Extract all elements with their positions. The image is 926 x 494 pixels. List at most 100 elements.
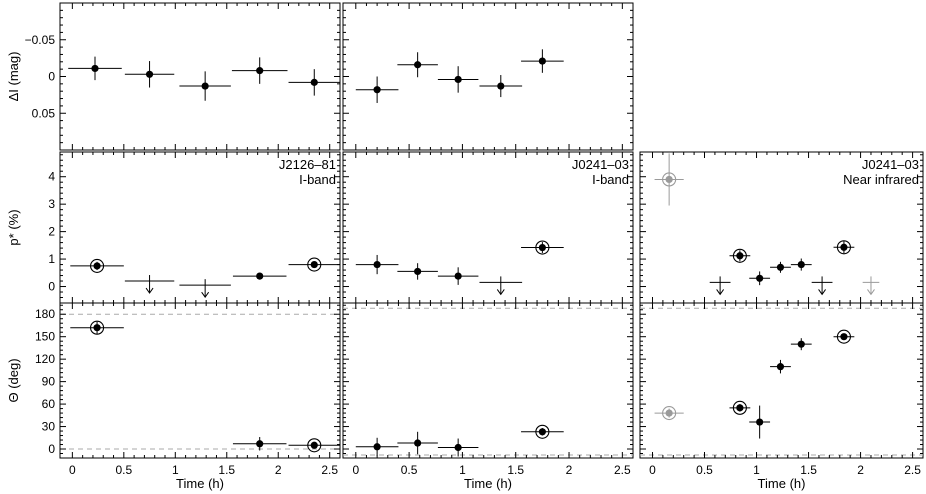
marker [373, 260, 381, 269]
data-point [862, 276, 880, 296]
data-point [397, 431, 438, 455]
x-tick-label: 1 [172, 463, 179, 477]
marker [665, 409, 673, 417]
y-tick-label: 60 [42, 397, 56, 411]
panel-th_J0241_I: 0 0.5 1 1.5 2 2.5 Time (h) [342, 302, 634, 491]
data-point [288, 257, 340, 272]
marker-ring [535, 424, 550, 439]
marker-ring [307, 257, 322, 272]
marker [310, 441, 318, 449]
data-point [479, 276, 523, 296]
data-point [232, 437, 287, 451]
data-point [479, 75, 523, 98]
data-point [790, 258, 812, 271]
x-tick-label: 0.5 [696, 463, 713, 477]
data-point [833, 329, 855, 344]
marker [454, 75, 462, 84]
axes-frame [59, 2, 341, 151]
axes-frame [342, 302, 634, 459]
data-point [729, 248, 751, 263]
data-point [770, 359, 791, 374]
data-point [770, 261, 791, 273]
y-axis-label: p* (%) [6, 209, 21, 245]
data-point [749, 271, 771, 286]
data-point [709, 276, 731, 296]
y-tick-label: 0 [48, 442, 55, 456]
data-point [437, 66, 479, 93]
x-tick-label: 0 [649, 463, 656, 477]
marker [776, 263, 785, 271]
y-tick-label: 2 [48, 225, 55, 239]
x-axis-label: Time (h) [176, 476, 224, 491]
data-point [521, 49, 564, 73]
axes-frame [342, 2, 634, 151]
y-tick-label: 4 [48, 170, 55, 184]
marker [756, 418, 764, 426]
marker [256, 272, 264, 280]
data-point [811, 276, 833, 296]
y-tick-label: 180 [35, 307, 55, 321]
marker [538, 243, 546, 252]
panel-th_J0241_NIR: 0 0.5 1 1.5 2 2.5 Time (h) [639, 302, 924, 491]
marker [91, 64, 99, 73]
data-point [70, 320, 124, 335]
panel-annotation: J0241–03 [862, 157, 919, 172]
marker [310, 78, 318, 86]
marker [454, 272, 462, 280]
x-tick-label: 2 [566, 463, 573, 477]
x-tick-label: 1 [753, 463, 760, 477]
y-tick-label: 3 [48, 197, 55, 211]
marker [373, 86, 381, 94]
upper-limit-arrowhead [716, 289, 725, 296]
data-point [179, 279, 231, 299]
marker [93, 262, 101, 270]
marker [93, 324, 101, 332]
x-tick-label: 2.5 [321, 463, 338, 477]
marker [454, 443, 462, 452]
x-tick-label: 2 [275, 463, 282, 477]
panel-annotation: I-band [299, 172, 336, 187]
marker [201, 82, 209, 90]
y-tick-label: 150 [35, 330, 55, 344]
marker [797, 260, 805, 269]
marker [414, 61, 422, 69]
panel-annotation: I-band [592, 172, 629, 187]
data-point [790, 338, 812, 351]
data-point [397, 52, 438, 78]
x-tick-label: 1.5 [218, 463, 235, 477]
marker [756, 274, 764, 282]
data-point [749, 405, 771, 439]
marker [665, 175, 673, 184]
x-tick-label: 0.5 [115, 463, 132, 477]
y-tick-label: 0 [48, 70, 55, 84]
y-tick-label: 1 [48, 252, 55, 266]
upper-limit-arrowhead [867, 289, 875, 296]
upper-limit-arrowhead [145, 287, 154, 294]
data-point [355, 76, 399, 103]
panel-dI_J0241 [342, 2, 634, 151]
marker [538, 428, 546, 436]
marker-ring [307, 438, 322, 453]
x-tick-label: 2.5 [904, 463, 921, 477]
data-point [68, 56, 122, 81]
panel-p_J0241_I: J0241–03I-band [342, 151, 634, 304]
marker [776, 363, 785, 371]
marker [736, 252, 744, 260]
data-point [124, 275, 175, 294]
data-point [288, 69, 340, 96]
x-axis-label: Time (h) [464, 476, 512, 491]
marker [145, 70, 154, 78]
axes-frame [342, 151, 634, 304]
y-tick-label: 0 [48, 280, 55, 294]
marker [414, 439, 422, 447]
data-point [70, 258, 124, 273]
upper-limit-arrowhead [201, 291, 210, 299]
panel-annotation: Near infrared [843, 172, 919, 187]
marker [414, 267, 422, 276]
data-point [232, 272, 287, 280]
data-point [179, 71, 231, 101]
data-point [521, 424, 564, 439]
x-tick-label: 1 [459, 463, 466, 477]
marker [256, 440, 264, 448]
